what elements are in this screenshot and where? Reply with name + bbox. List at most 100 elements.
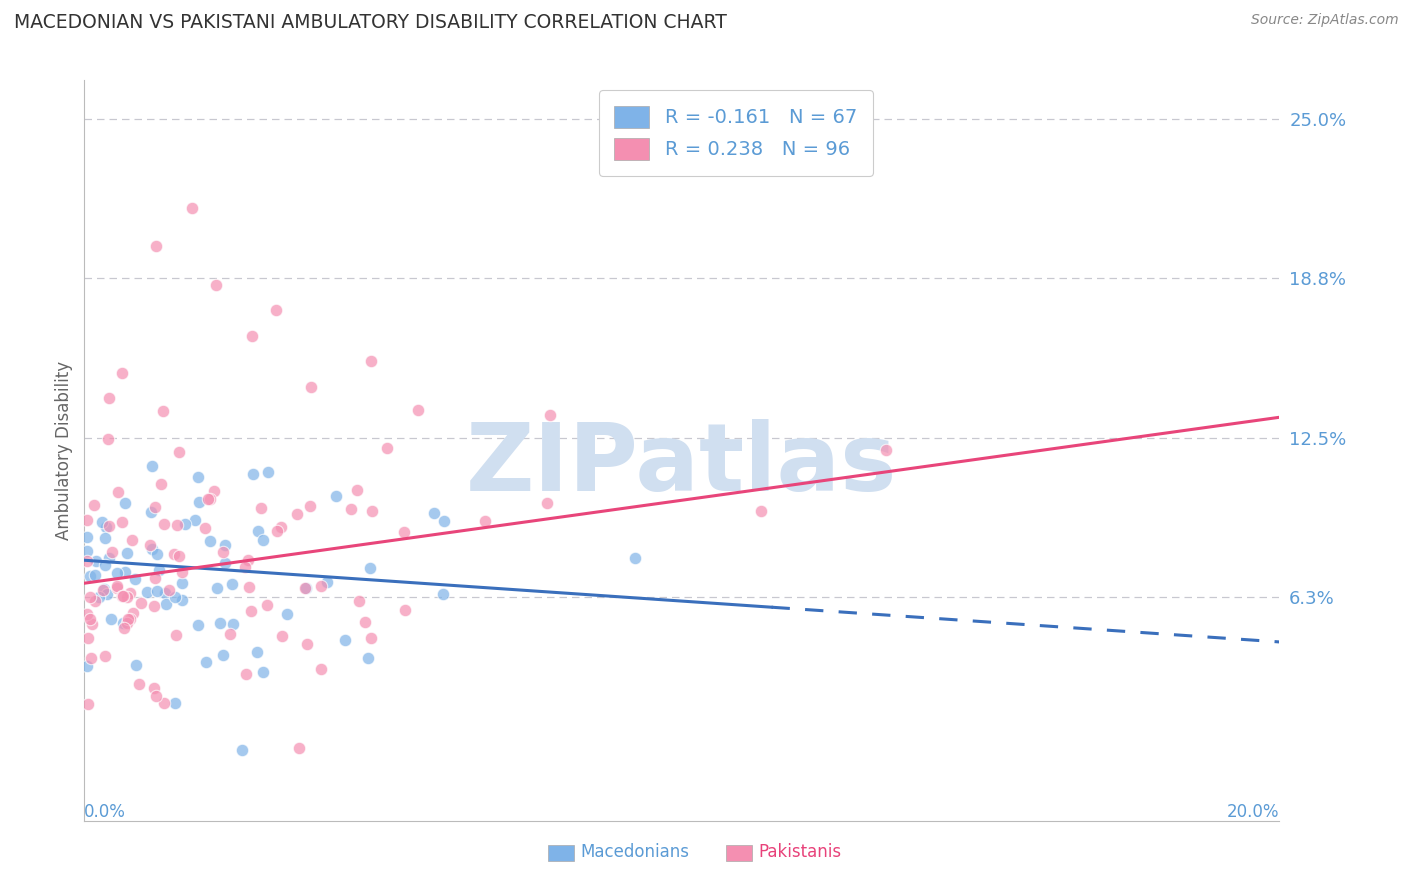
Point <box>93 648 115 663</box>
Point <box>205 277 228 292</box>
Point <box>270 629 292 643</box>
Point <box>79 651 101 665</box>
Point <box>118 612 141 626</box>
Point <box>135 584 157 599</box>
Point <box>139 538 162 552</box>
Point <box>347 593 370 607</box>
Point <box>148 563 170 577</box>
Point <box>309 662 332 676</box>
Point <box>146 547 169 561</box>
Point <box>145 239 167 253</box>
Point <box>98 519 121 533</box>
Legend: R = -0.161   N = 67, R = 0.238   N = 96: R = -0.161 N = 67, R = 0.238 N = 96 <box>599 90 873 176</box>
Point <box>82 617 104 632</box>
Point <box>359 561 381 575</box>
Point <box>276 607 298 622</box>
Point <box>125 658 148 673</box>
Point <box>153 517 176 532</box>
Point <box>309 579 332 593</box>
Point <box>256 466 278 480</box>
Point <box>163 548 186 562</box>
Point <box>875 443 897 458</box>
Point <box>96 587 118 601</box>
Point <box>214 556 236 570</box>
Point <box>96 520 118 534</box>
Point <box>90 515 112 529</box>
Point <box>128 677 150 691</box>
Point <box>295 637 318 651</box>
Point <box>114 496 136 510</box>
Point <box>114 565 136 579</box>
Point <box>474 514 496 528</box>
Point <box>174 517 197 532</box>
Point <box>353 615 375 629</box>
Point <box>124 572 146 586</box>
Point <box>167 549 190 563</box>
Point <box>152 404 174 418</box>
Point <box>141 458 163 473</box>
Point <box>84 594 107 608</box>
Text: Source: ZipAtlas.com: Source: ZipAtlas.com <box>1251 13 1399 28</box>
Point <box>167 445 190 459</box>
Point <box>231 743 253 757</box>
Text: ZIPatlas: ZIPatlas <box>467 419 897 511</box>
Point <box>211 648 233 662</box>
Point <box>240 328 263 343</box>
Point <box>266 524 288 538</box>
Point <box>194 655 217 669</box>
Point <box>315 575 337 590</box>
Point <box>112 590 135 604</box>
Point <box>76 512 98 526</box>
Point <box>118 586 141 600</box>
Point <box>115 546 138 560</box>
Point <box>299 499 322 513</box>
Point <box>145 571 167 585</box>
Text: Macedonians: Macedonians <box>581 844 689 862</box>
Point <box>122 606 145 620</box>
Y-axis label: Ambulatory Disability: Ambulatory Disability <box>55 361 73 540</box>
Point <box>93 582 115 597</box>
Point <box>121 533 143 548</box>
Text: 0.0%: 0.0% <box>84 803 127 821</box>
Point <box>163 591 186 605</box>
Point <box>153 696 176 710</box>
Point <box>285 507 308 521</box>
Point <box>76 544 98 558</box>
Point <box>93 582 115 597</box>
Point <box>76 659 98 673</box>
Point <box>79 590 101 604</box>
Point <box>111 366 134 380</box>
Point <box>235 667 257 681</box>
Point <box>256 598 278 612</box>
Point <box>346 483 368 498</box>
Point <box>624 550 647 565</box>
Point <box>246 645 269 659</box>
Point <box>155 597 177 611</box>
Point <box>79 613 101 627</box>
Point <box>325 489 347 503</box>
Point <box>157 582 180 597</box>
Point <box>211 545 233 559</box>
Point <box>145 689 167 703</box>
Point <box>79 569 101 583</box>
Point <box>408 403 430 417</box>
Point <box>112 621 135 635</box>
Point <box>340 502 363 516</box>
Point <box>361 504 384 518</box>
Point <box>76 554 98 568</box>
Point <box>111 590 134 604</box>
Point <box>149 477 172 491</box>
Point <box>538 409 561 423</box>
Point <box>139 505 162 519</box>
Point <box>76 530 98 544</box>
Point <box>129 595 152 609</box>
Text: MACEDONIAN VS PAKISTANI AMBULATORY DISABILITY CORRELATION CHART: MACEDONIAN VS PAKISTANI AMBULATORY DISAB… <box>14 13 727 32</box>
Point <box>93 558 115 573</box>
Point <box>236 553 259 567</box>
Point <box>194 521 217 535</box>
Point <box>143 500 166 514</box>
Point <box>84 567 107 582</box>
Point <box>170 576 193 591</box>
Point <box>214 539 236 553</box>
FancyBboxPatch shape <box>725 845 752 862</box>
